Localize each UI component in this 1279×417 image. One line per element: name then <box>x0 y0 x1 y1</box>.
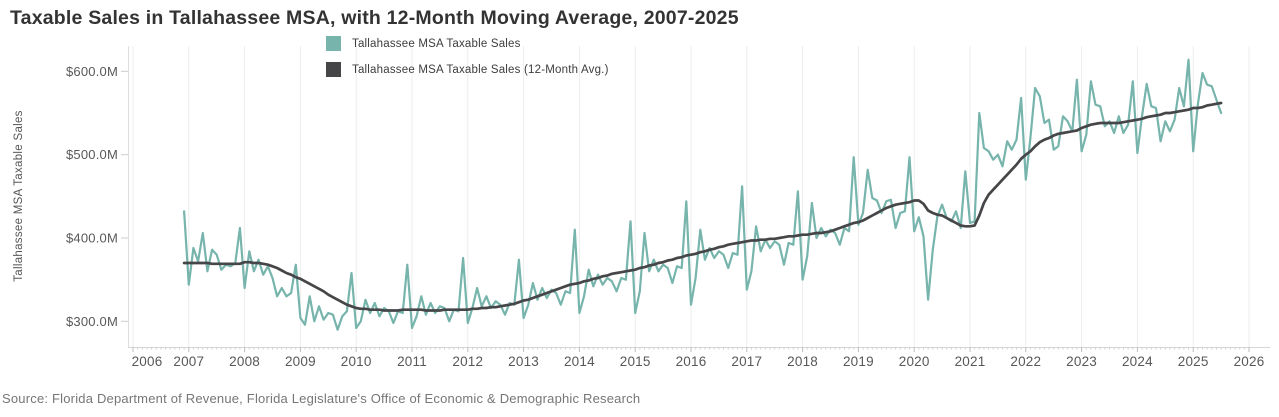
x-tick-label: 2011 <box>397 354 427 369</box>
x-tick-label: 2016 <box>676 354 707 369</box>
x-tick-label: 2022 <box>1010 354 1041 369</box>
x-tick-label: 2017 <box>731 354 762 369</box>
x-tick-label: 2008 <box>229 354 260 369</box>
legend-label-taxable-sales: Tallahassee MSA Taxable Sales <box>352 37 521 50</box>
legend-item-taxable-sales[interactable]: Tallahassee MSA Taxable Sales <box>326 36 609 51</box>
x-tick-label: 2024 <box>1122 354 1153 369</box>
x-tick-label: 2018 <box>787 354 818 369</box>
x-tick-label: 2013 <box>508 354 539 369</box>
legend-swatch-taxable-sales <box>326 36 341 51</box>
y-axis-title: Tallahassee MSA Taxable Sales <box>13 110 25 282</box>
legend-item-moving-avg[interactable]: Tallahassee MSA Taxable Sales (12-Month … <box>326 62 609 77</box>
y-tick-label: $400.0M <box>66 231 118 246</box>
x-tick-label: 2014 <box>564 354 595 369</box>
x-tick-label: 2007 <box>173 354 204 369</box>
source-note: Source: Florida Department of Revenue, F… <box>2 391 641 406</box>
x-tick-label: 2021 <box>955 354 986 369</box>
series-line-moving-avg <box>182 101 1223 312</box>
x-tick-label: 2023 <box>1066 354 1097 369</box>
x-tick-label: 2019 <box>843 354 874 369</box>
y-tick-label: $500.0M <box>66 147 118 162</box>
legend: Tallahassee MSA Taxable Sales Tallahasse… <box>326 36 609 88</box>
x-tick-label: 2026 <box>1234 354 1265 369</box>
legend-label-moving-avg: Tallahassee MSA Taxable Sales (12-Month … <box>352 63 609 76</box>
x-tick-label: 2025 <box>1178 354 1209 369</box>
x-tick-label: 2006 <box>132 354 163 369</box>
series-line-taxable-sales <box>183 58 1223 331</box>
y-tick-label: $300.0M <box>66 314 118 329</box>
y-tick-label: $600.0M <box>66 64 118 79</box>
chart-title: Taxable Sales in Tallahassee MSA, with 1… <box>10 7 739 29</box>
x-tick-label: 2010 <box>341 354 372 369</box>
x-tick-label: 2015 <box>620 354 651 369</box>
x-tick-label: 2009 <box>285 354 316 369</box>
x-tick-label: 2012 <box>452 354 483 369</box>
x-tick-label: 2020 <box>899 354 930 369</box>
legend-swatch-moving-avg <box>326 62 341 77</box>
